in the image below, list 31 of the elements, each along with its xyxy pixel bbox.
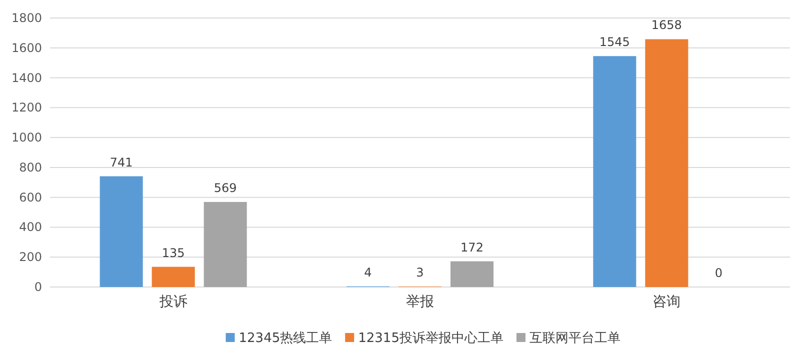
x-tick-label: 咨询 bbox=[652, 294, 681, 310]
y-tick-label: 600 bbox=[19, 190, 42, 204]
data-label: 1545 bbox=[599, 35, 630, 50]
y-tick-label: 400 bbox=[19, 220, 42, 234]
y-tick-label: 1000 bbox=[11, 130, 42, 145]
data-label: 0 bbox=[714, 266, 722, 280]
data-label: 1658 bbox=[651, 18, 682, 32]
bar bbox=[100, 176, 143, 287]
y-tick-label: 1200 bbox=[11, 100, 42, 115]
bar bbox=[593, 56, 636, 287]
y-tick-label: 0 bbox=[34, 280, 42, 294]
data-label: 3 bbox=[416, 266, 424, 280]
x-tick-label: 投诉 bbox=[158, 294, 188, 310]
bar bbox=[152, 266, 195, 287]
y-tick-label: 800 bbox=[19, 160, 42, 174]
data-label: 135 bbox=[162, 246, 185, 260]
y-tick-label: 200 bbox=[19, 250, 42, 264]
y-tick-label: 1600 bbox=[11, 40, 42, 55]
bar bbox=[450, 261, 494, 287]
bar bbox=[645, 39, 688, 287]
legend-label: 12315投诉举报中心工单 bbox=[358, 330, 504, 346]
data-label: 4 bbox=[364, 265, 372, 280]
data-label: 741 bbox=[110, 155, 133, 170]
data-label: 172 bbox=[460, 240, 484, 254]
legend-label: 互联网平台工单 bbox=[529, 331, 620, 346]
data-label: 569 bbox=[214, 180, 237, 195]
y-tick-label: 1400 bbox=[11, 70, 42, 85]
y-tick-label: 1800 bbox=[11, 11, 42, 25]
x-tick-label: 举报 bbox=[406, 294, 434, 310]
bar bbox=[204, 202, 247, 287]
legend-label: 12345热线工单 bbox=[238, 331, 332, 346]
